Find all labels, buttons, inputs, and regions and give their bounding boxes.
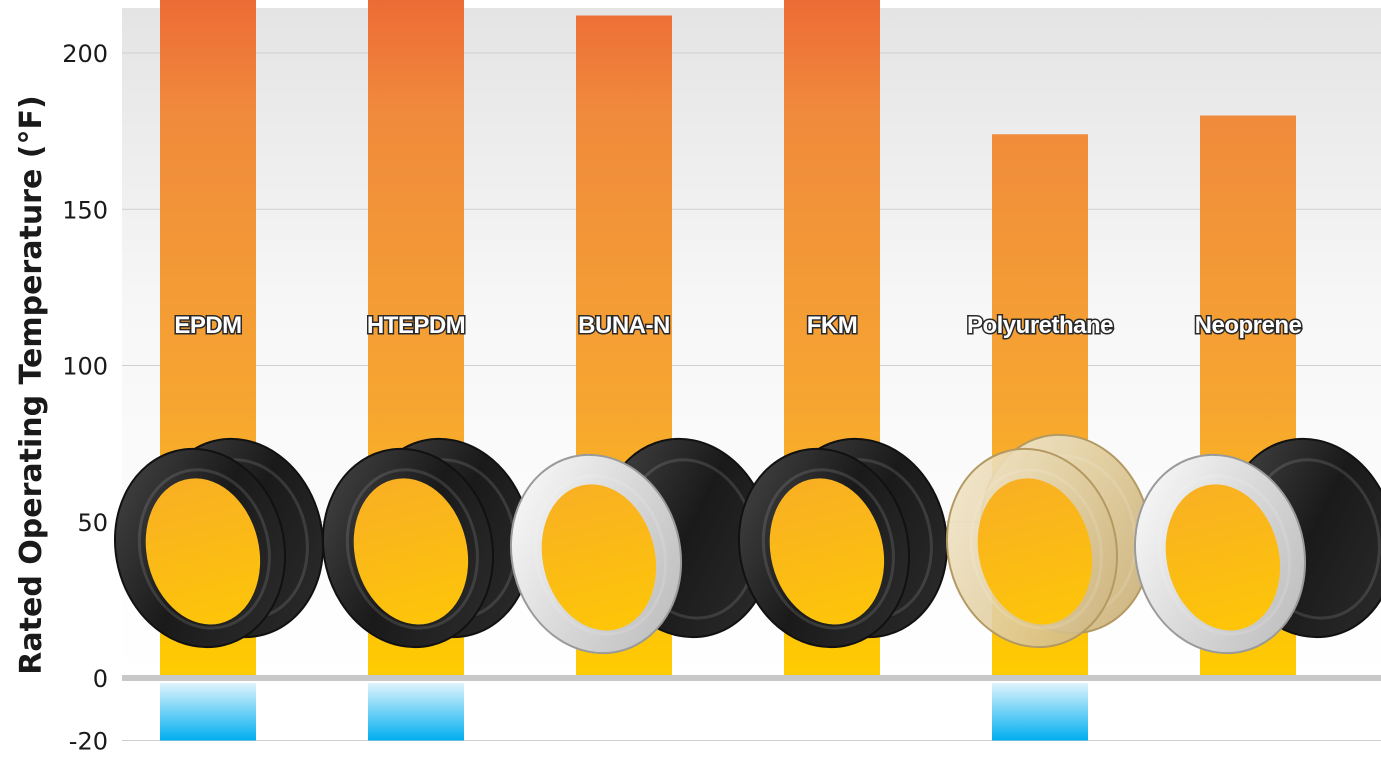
category-label-fkm: FKM xyxy=(807,312,857,339)
category-label-polyurethane: Polyurethane xyxy=(967,312,1113,339)
cold-bar-epdm xyxy=(160,683,256,741)
category-labels: EPDM HTEPDM BUNA-N FKM Polyurethane Neoprene xyxy=(173,311,1304,341)
category-label-buna-n: BUNA-N xyxy=(578,312,670,339)
category-label-neoprene: Neoprene xyxy=(1195,312,1302,339)
category-label-htepdm: HTEPDM xyxy=(367,312,465,339)
y-axis-label: Rated Operating Temperature (°F) xyxy=(14,95,49,674)
zero-axis-line xyxy=(122,675,1381,681)
cold-bar-polyurethane xyxy=(992,683,1088,741)
axis xyxy=(122,675,1381,681)
gasket-epdm xyxy=(113,447,287,649)
y-tick-label: 0 xyxy=(93,665,108,693)
cold-bar-htepdm xyxy=(368,683,464,741)
category-label-epdm: EPDM xyxy=(174,312,241,339)
gasket-images xyxy=(113,433,1381,655)
gasket-buna-n xyxy=(509,453,683,655)
y-tick-label: 200 xyxy=(62,40,108,68)
gasket-polyurethane xyxy=(945,447,1119,649)
y-tick-label: 150 xyxy=(62,196,108,224)
gasket-fkm xyxy=(737,447,911,649)
y-tick-label: 100 xyxy=(62,353,108,381)
gasket-htepdm xyxy=(321,447,495,649)
y-tick-labels: -20050100150200250300350400 xyxy=(62,40,108,756)
y-tick-label: -20 xyxy=(69,728,108,756)
gasket-neoprene xyxy=(1133,453,1307,655)
y-tick-label: 50 xyxy=(77,509,108,537)
